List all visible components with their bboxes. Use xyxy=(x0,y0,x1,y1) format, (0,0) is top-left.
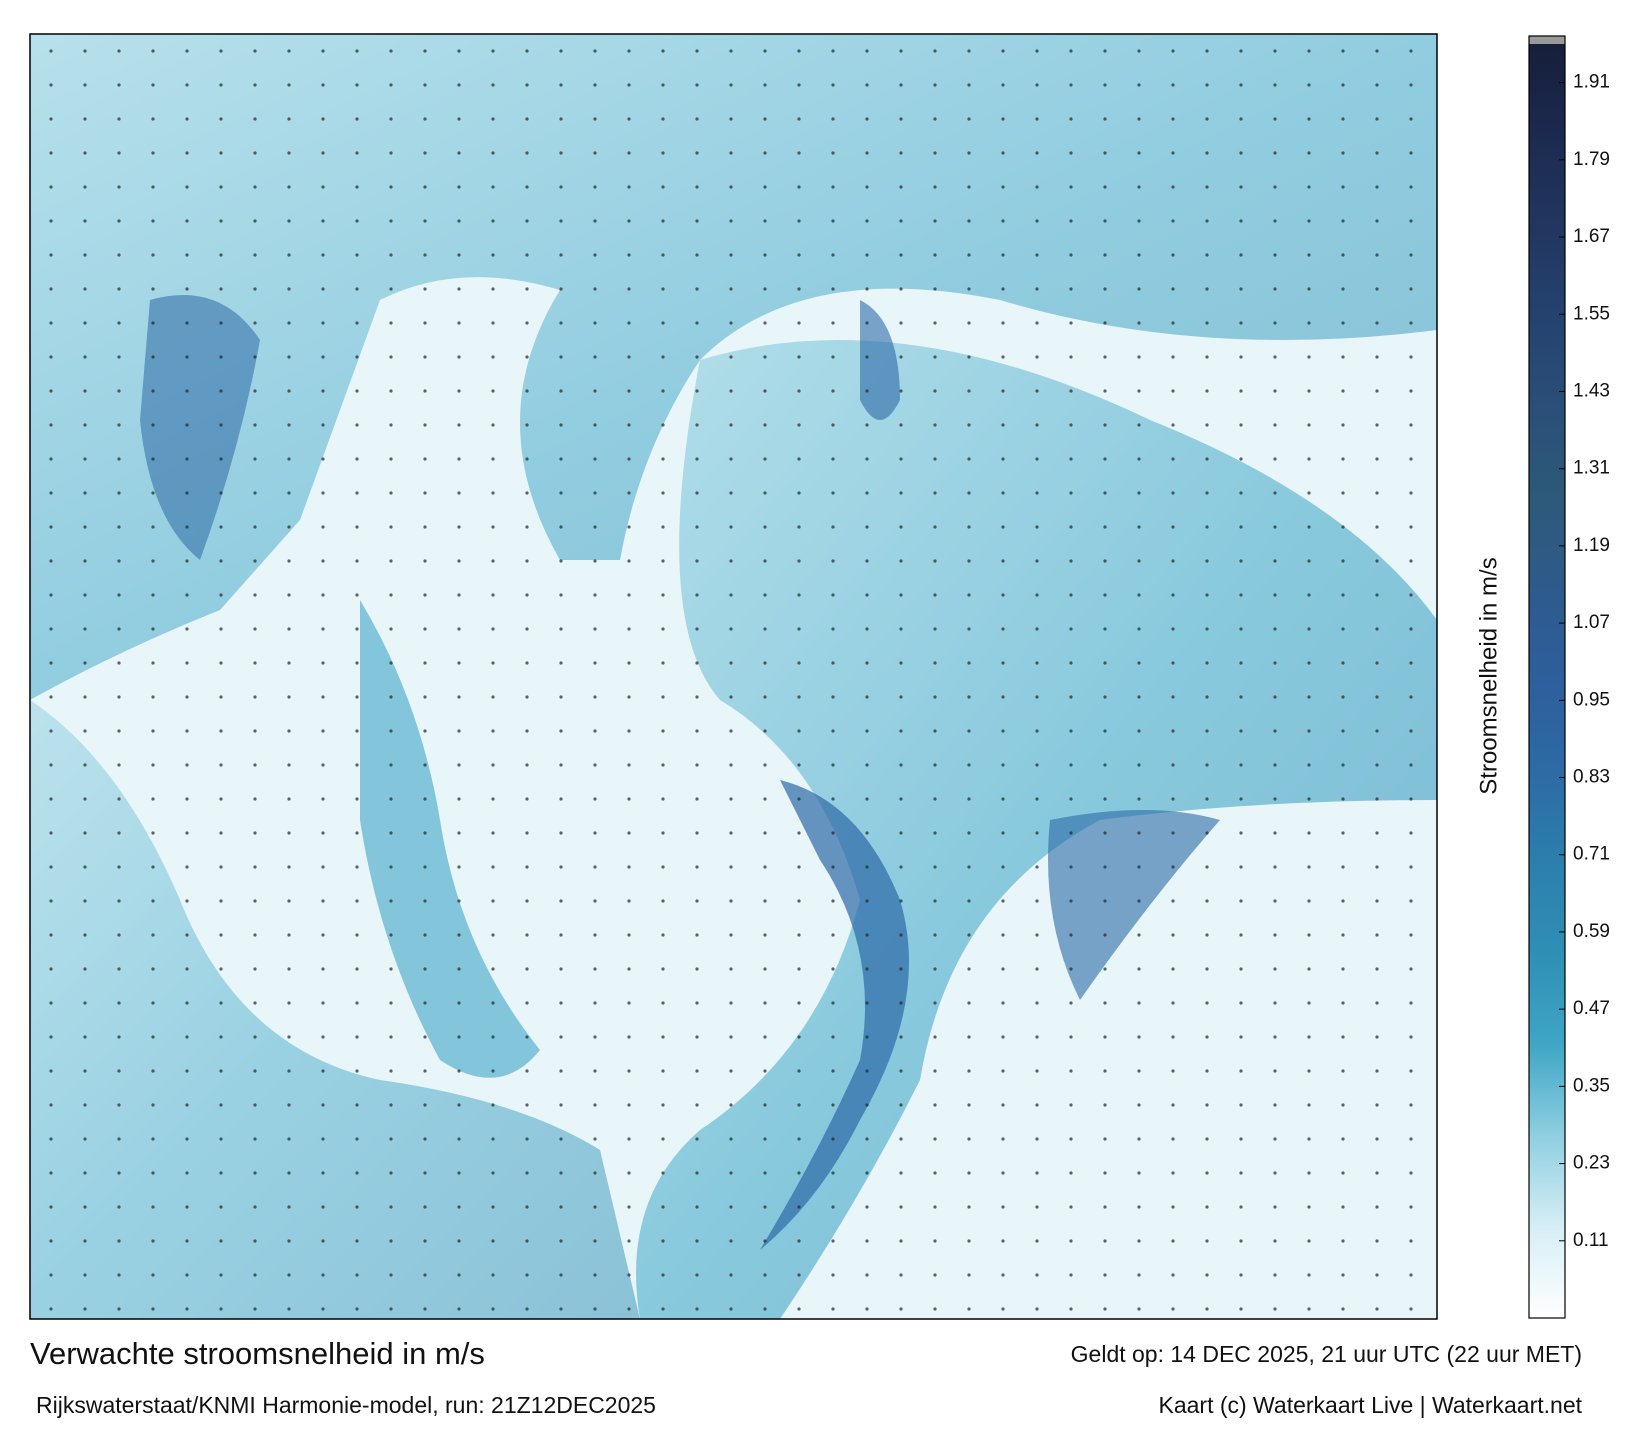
vector-grid xyxy=(30,34,1437,1319)
colorbar-tick-label: 0.35 xyxy=(1573,1075,1610,1096)
subtitle: Rijkswaterstaat/KNMI Harmonie-model, run… xyxy=(36,1392,656,1418)
colorbar-tick-label: 0.11 xyxy=(1573,1230,1609,1251)
colorbar-tick-label: 0.83 xyxy=(1573,767,1610,788)
colorbar-tick-label: 1.79 xyxy=(1573,149,1610,170)
colorbar-tick-label: 1.07 xyxy=(1573,612,1610,633)
map xyxy=(30,34,1437,1319)
map-frame xyxy=(29,33,1438,1320)
credit: Kaart (c) Waterkaart Live | Waterkaart.n… xyxy=(1158,1392,1582,1418)
title: Verwachte stroomsnelheid in m/s xyxy=(30,1336,485,1371)
colorbar-tick-label: 1.43 xyxy=(1573,380,1610,401)
colorbar-tick-label: 1.19 xyxy=(1573,535,1610,556)
colorbar-tick-label: 1.31 xyxy=(1573,458,1610,479)
valid-time: Geldt op: 14 DEC 2025, 21 uur UTC (22 uu… xyxy=(1071,1341,1582,1367)
colorbar-tick-label: 0.23 xyxy=(1573,1153,1610,1174)
colorbar-tick-label: 0.71 xyxy=(1573,844,1610,865)
colorbar-over xyxy=(1529,36,1565,44)
colorbar: 0.11 0.23 0.35 0.47 0.59 0.71 0.83 0.95 1.07 1.19… xyxy=(1528,35,1610,1319)
colorbar-frame xyxy=(1528,35,1566,1319)
colorbar-tick-label: 0.95 xyxy=(1573,689,1610,710)
colorbar-fill xyxy=(1529,44,1565,1318)
colorbar-tick-label: 1.91 xyxy=(1573,72,1610,93)
colorbar-tick-label: 1.55 xyxy=(1573,303,1610,324)
colorbar-tick-label: 0.59 xyxy=(1573,921,1610,942)
colorbar-tick-label: 0.47 xyxy=(1573,998,1610,1019)
colorbar-label: Stroomsnelheid in m/s xyxy=(1475,557,1502,794)
colorbar-tick-label: 1.67 xyxy=(1573,226,1610,247)
